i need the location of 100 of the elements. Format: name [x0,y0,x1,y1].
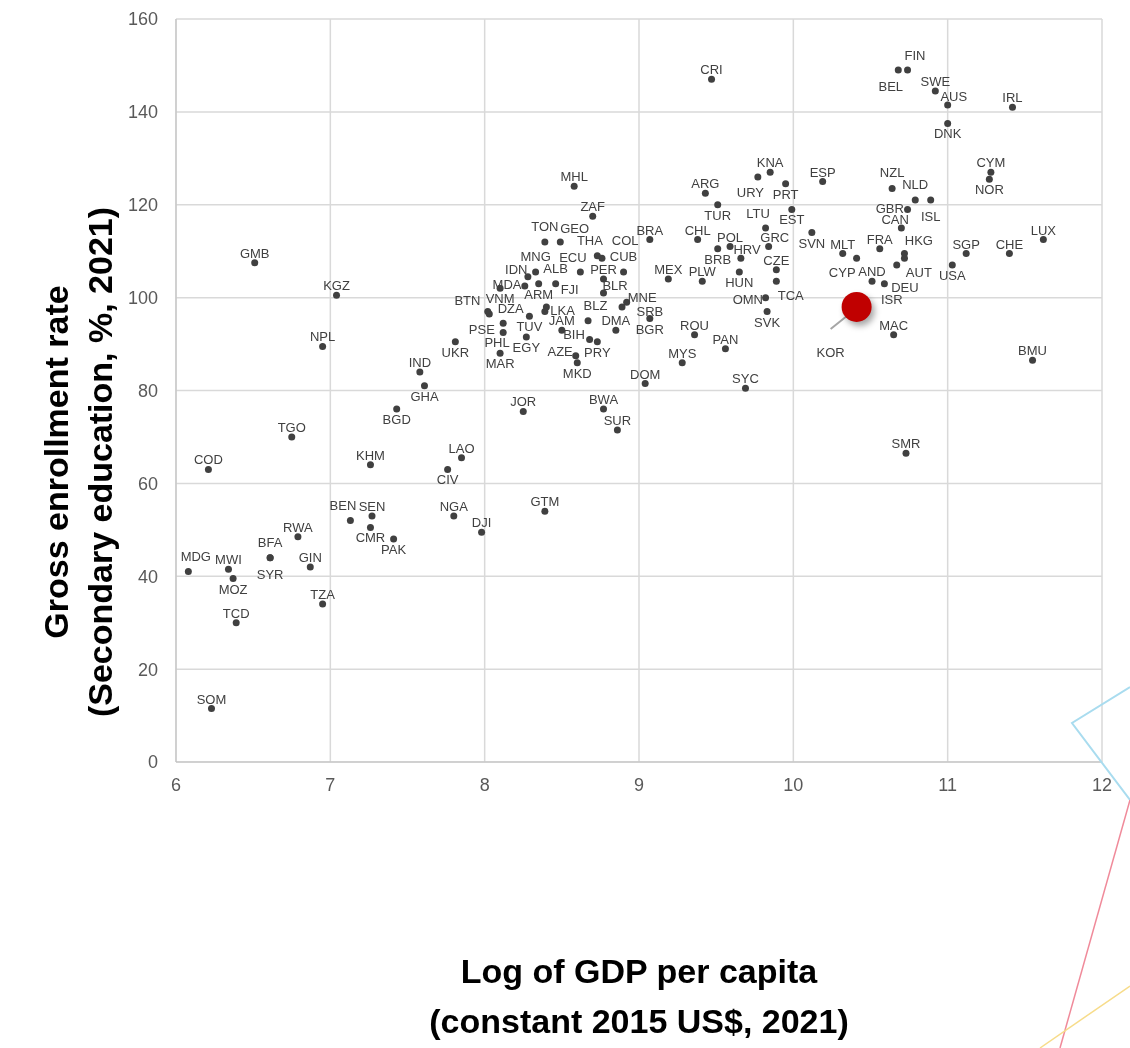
data-label: TGO [277,419,306,435]
data-label: PLW [688,264,717,280]
data-label: COD [193,452,223,468]
y-tick-label: 20 [137,659,158,680]
data-label: GTM [530,494,560,510]
data-label: ECU [559,249,587,265]
data-label: ISR [881,292,903,308]
data-label: GHA [410,388,439,404]
data-label: DOM [630,366,661,382]
data-label: MKD [562,365,592,381]
data-label: HKG [904,232,933,248]
data-label: BLR [602,278,628,294]
data-label: SRB [636,304,664,320]
data-label: PAN [712,331,739,347]
data-label: CUB [609,249,638,265]
data-label: USA [938,268,966,284]
data-label: SMR [891,436,921,452]
data-label: GMB [239,245,270,261]
data-label: SVK [754,314,781,330]
data-label: SEN [358,498,386,514]
data-label: IDN [505,262,528,278]
data-label: AUS [940,88,968,104]
data-label: SGP [952,236,980,252]
data-label: MNG [520,249,551,265]
data-label: MYS [668,345,697,361]
data-label: TUV [516,319,543,335]
data-label: NLD [902,177,929,193]
data-label: CRI [700,62,723,78]
data-label: TON [531,218,559,234]
x-tick-label: 10 [783,774,804,795]
data-label: JOR [510,394,537,410]
data-label: BLZ [583,298,608,314]
data-label: GRC [760,230,790,246]
data-label: AZE [547,343,574,359]
data-label: CHE [995,236,1024,252]
data-label: DEU [891,279,919,295]
data-label: FIN [904,47,926,63]
data-label: LUX [1030,222,1057,238]
data-label: ESP [809,164,836,180]
data-label: SOM [196,691,227,707]
x-tick-label: 11 [938,774,958,795]
data-label: ARG [691,176,720,192]
data-label: BMU [1018,343,1047,359]
data-label: ZAF [580,199,606,215]
data-label: DJI [471,515,492,531]
data-label: TCD [222,605,250,621]
data-label: EGY [512,340,541,356]
data-label: BGR [635,321,664,337]
data-label: LAO [448,440,475,456]
y-tick-label: 60 [137,473,158,494]
data-label: CHL [684,222,711,238]
data-label: LTU [746,205,770,221]
data-label: PRT [772,186,799,202]
data-label: CYP [828,265,856,281]
data-label: RWA [283,519,314,535]
data-label: UKR [441,344,470,360]
x-tick-label: 6 [170,774,182,795]
data-label: URY [736,185,765,201]
data-label: GBR [875,200,904,216]
data-label: MNE [627,290,658,306]
y-tick-label: 140 [127,102,158,123]
data-label: SYC [732,371,759,387]
data-label: MOZ [218,581,248,597]
data-label: ARM [524,286,554,302]
x-tick-label: 8 [479,774,490,795]
data-label: NGA [439,498,469,514]
data-label: CYM [976,155,1006,171]
data-label: MAC [879,317,909,333]
data-label: MHL [560,169,588,185]
data-label: KHM [356,447,385,463]
data-label: MLT [830,236,856,252]
data-label: OMN [732,292,763,308]
y-axis-title: Gross enrollment rate (Secondary education, %, 2021) [36,206,120,718]
data-label: DNK [933,126,962,142]
data-label: FRA [866,231,894,247]
data-label: CIV [436,472,459,488]
data-label: IND [408,354,432,370]
y-tick-label: 80 [137,380,158,401]
data-label: AND [858,264,886,280]
data-label: MEX [654,262,683,278]
data-label: TUR [704,207,732,223]
data-label: MDG [180,549,211,565]
data-label: KOR [816,344,845,360]
data-label: BGD [382,412,411,428]
data-label: KNA [756,155,784,171]
data-label: TZA [310,587,336,603]
data-label: CZE [763,252,790,268]
data-label: BEL [878,78,904,94]
x-tick-label: 7 [325,774,336,795]
data-label: BIH [563,327,585,343]
data-label: KGZ [323,278,350,294]
data-label: ROU [680,317,710,333]
x-axis-title: Log of GDP per capita (constant 2015 US$, 2021) [429,951,849,1042]
data-label: NPL [309,329,336,345]
data-label: BEN [329,498,357,514]
data-label: BFA [257,534,283,550]
data-label: MAR [485,356,515,372]
y-tick-label: 160 [127,9,158,30]
data-label: FJI [560,282,579,298]
data-label: AUT [905,265,932,281]
